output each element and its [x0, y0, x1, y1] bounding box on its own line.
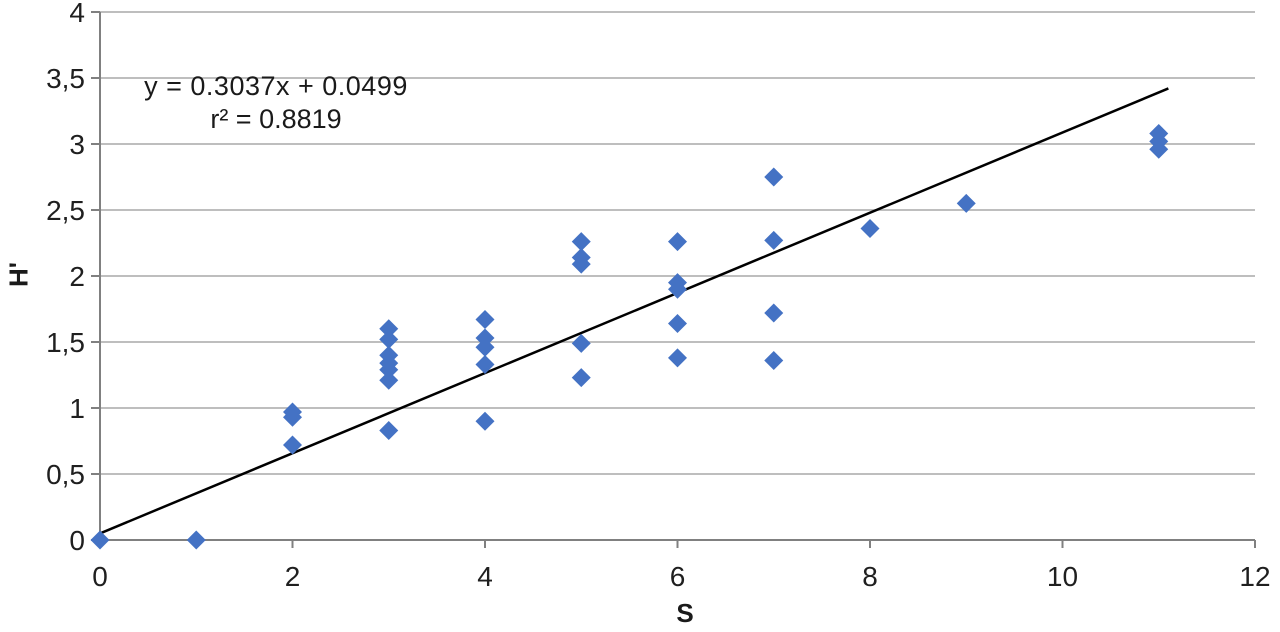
data-point [956, 193, 976, 213]
y-tick-label: 2 [69, 261, 85, 292]
y-tick-label: 1,5 [46, 327, 85, 358]
data-point [571, 254, 591, 274]
data-point [668, 232, 687, 252]
data-point [475, 310, 495, 330]
trendline-equation: y = 0.3037x + 0.0499 [144, 71, 408, 101]
data-point [475, 354, 495, 374]
trendline-annotation: y = 0.3037x + 0.0499 r² = 0.8819 [120, 70, 432, 136]
data-point [379, 360, 399, 380]
data-point [475, 411, 495, 431]
data-point [283, 407, 302, 427]
data-point [90, 530, 110, 550]
data-point [860, 218, 880, 238]
data-point [764, 350, 784, 370]
data-point [379, 420, 399, 440]
y-tick-label: 4 [69, 0, 85, 28]
x-tick-label: 6 [670, 561, 686, 592]
data-point [571, 232, 591, 252]
y-axis-title: H' [3, 262, 34, 287]
x-tick-label: 4 [477, 561, 493, 592]
data-point [668, 348, 687, 368]
data-point [379, 329, 399, 349]
data-point [379, 319, 399, 339]
data-point [764, 167, 784, 187]
data-point [571, 333, 591, 353]
trendline-r-squared: r² = 0.8819 [210, 104, 342, 134]
data-point [379, 370, 399, 390]
x-tick-label: 0 [92, 561, 108, 592]
y-tick-label: 0 [69, 525, 85, 556]
data-point [571, 368, 591, 388]
trendline [99, 87, 1169, 535]
x-tick-label: 12 [1239, 561, 1270, 592]
y-tick-label: 3,5 [46, 63, 85, 94]
y-tick-label: 3 [69, 129, 85, 160]
y-tick-label: 0,5 [46, 459, 85, 490]
data-point [283, 435, 302, 455]
y-tick-label: 1 [69, 393, 85, 424]
data-point [668, 279, 687, 299]
x-tick-label: 8 [862, 561, 878, 592]
data-point [475, 337, 495, 357]
data-point [668, 314, 687, 334]
x-tick-label: 2 [285, 561, 301, 592]
data-point [764, 303, 784, 323]
y-tick-label: 2,5 [46, 195, 85, 226]
x-tick-label: 10 [1047, 561, 1078, 592]
data-point [764, 230, 784, 250]
data-point [186, 530, 206, 550]
x-axis-title: S [676, 598, 694, 628]
data-point [1149, 139, 1169, 159]
